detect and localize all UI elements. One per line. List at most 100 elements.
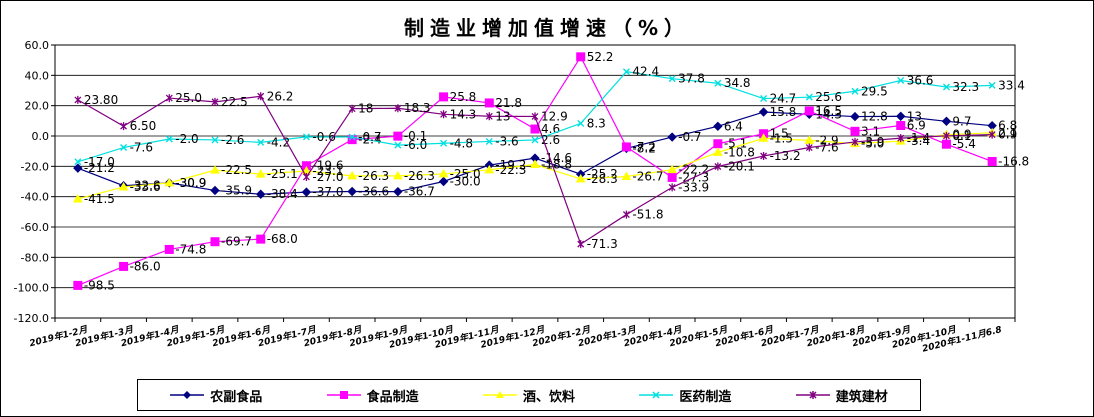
data-label: 8.3	[587, 116, 606, 130]
data-point	[896, 111, 906, 121]
data-label: -33.9	[678, 180, 709, 194]
data-label: -17.0	[84, 155, 115, 169]
data-label: -0.6	[312, 130, 335, 144]
data-point	[120, 144, 128, 152]
data-point	[850, 126, 860, 136]
data-point	[484, 164, 495, 174]
data-point	[531, 136, 539, 144]
data-point	[668, 183, 676, 192]
data-label: 18.3	[404, 101, 431, 115]
data-label: 32.3	[952, 80, 979, 94]
data-point	[256, 189, 266, 199]
legend-item: 建筑建材	[795, 386, 888, 405]
data-point	[712, 147, 723, 156]
data-label: 3.1	[861, 124, 880, 138]
data-label: -30.0	[450, 175, 481, 189]
data-point	[805, 143, 813, 152]
data-label: 42.4	[632, 65, 659, 79]
data-point	[118, 181, 129, 191]
data-label: -30.9	[175, 176, 206, 190]
data-point	[347, 186, 357, 197]
y-tick-label: 0.0	[32, 130, 50, 143]
data-point	[164, 177, 175, 187]
data-label: -5.4	[952, 137, 975, 151]
data-point	[758, 107, 769, 117]
data-label: 0.9	[998, 128, 1017, 142]
data-point	[73, 163, 83, 173]
data-label: -69.7	[221, 235, 252, 249]
data-label: -13.2	[770, 149, 801, 163]
data-point	[805, 93, 813, 101]
data-point	[713, 121, 723, 132]
legend-swatch	[326, 391, 361, 399]
data-point	[621, 171, 632, 180]
data-point	[530, 124, 540, 134]
data-label: 2.6	[541, 133, 560, 147]
data-label: 33.4	[998, 78, 1025, 92]
data-label: 37.8	[678, 72, 705, 86]
data-label: 6.8	[998, 119, 1017, 133]
data-label: -2.0	[175, 132, 198, 146]
data-point	[211, 97, 219, 106]
data-label: -3.9	[861, 135, 884, 149]
data-point	[575, 173, 586, 183]
data-point	[440, 110, 448, 119]
legend-label: 食品制造	[366, 389, 419, 405]
data-point	[758, 133, 769, 142]
data-point	[347, 170, 358, 180]
data-label: -1.4	[907, 131, 930, 145]
data-label: -27.0	[312, 170, 343, 184]
data-label: -10.8	[724, 145, 755, 159]
data-label: -37.0	[312, 185, 343, 199]
data-point	[941, 116, 952, 126]
data-label: -19.6	[312, 159, 343, 173]
data-label: -36.6	[358, 185, 389, 199]
data-label: 13	[907, 109, 922, 123]
data-label: -6.0	[404, 138, 427, 152]
data-point	[667, 172, 677, 182]
data-point	[72, 193, 83, 203]
data-point	[621, 142, 631, 152]
data-label: 18	[358, 102, 373, 116]
data-label: 14.3	[450, 107, 477, 121]
data-point	[988, 130, 996, 139]
y-tick-label: 60.0	[25, 39, 50, 52]
data-label: 13	[495, 109, 510, 123]
data-point	[74, 158, 82, 166]
data-label: -0.7	[358, 130, 381, 144]
data-label: 25.6	[815, 90, 842, 104]
data-point	[988, 81, 996, 89]
data-label: 25.0	[175, 91, 202, 105]
data-point	[530, 159, 540, 169]
data-point	[577, 240, 585, 249]
data-label: -7.6	[815, 141, 838, 155]
data-label: 29.5	[861, 84, 888, 98]
data-label: 25.8	[450, 90, 477, 104]
data-label: -22.5	[221, 163, 252, 177]
legend-label: 农副食品	[210, 389, 263, 405]
data-label: -25.1	[267, 167, 298, 181]
data-point	[941, 139, 951, 149]
data-label: 6.4	[724, 119, 743, 133]
data-point	[165, 94, 173, 103]
data-label: 16.5	[815, 104, 842, 118]
legend-swatch	[170, 391, 205, 399]
data-label: -98.5	[84, 278, 115, 292]
y-tick-label: -120.0	[14, 312, 49, 325]
data-point	[165, 135, 173, 143]
data-label: 22.5	[221, 95, 248, 109]
data-label: 0.1	[952, 129, 971, 143]
data-point	[257, 92, 265, 101]
data-label: 0.9	[952, 128, 971, 142]
data-point	[119, 261, 129, 271]
data-label: -32.8	[130, 179, 161, 193]
data-label: -51.8	[632, 208, 663, 222]
data-label: 23.80	[84, 93, 118, 107]
data-label: -16.8	[998, 154, 1029, 168]
y-tick-label: -40.0	[21, 191, 49, 204]
data-point	[348, 133, 356, 141]
data-point	[210, 185, 220, 196]
data-point	[622, 68, 630, 76]
data-point	[942, 83, 950, 91]
data-point	[577, 119, 585, 127]
